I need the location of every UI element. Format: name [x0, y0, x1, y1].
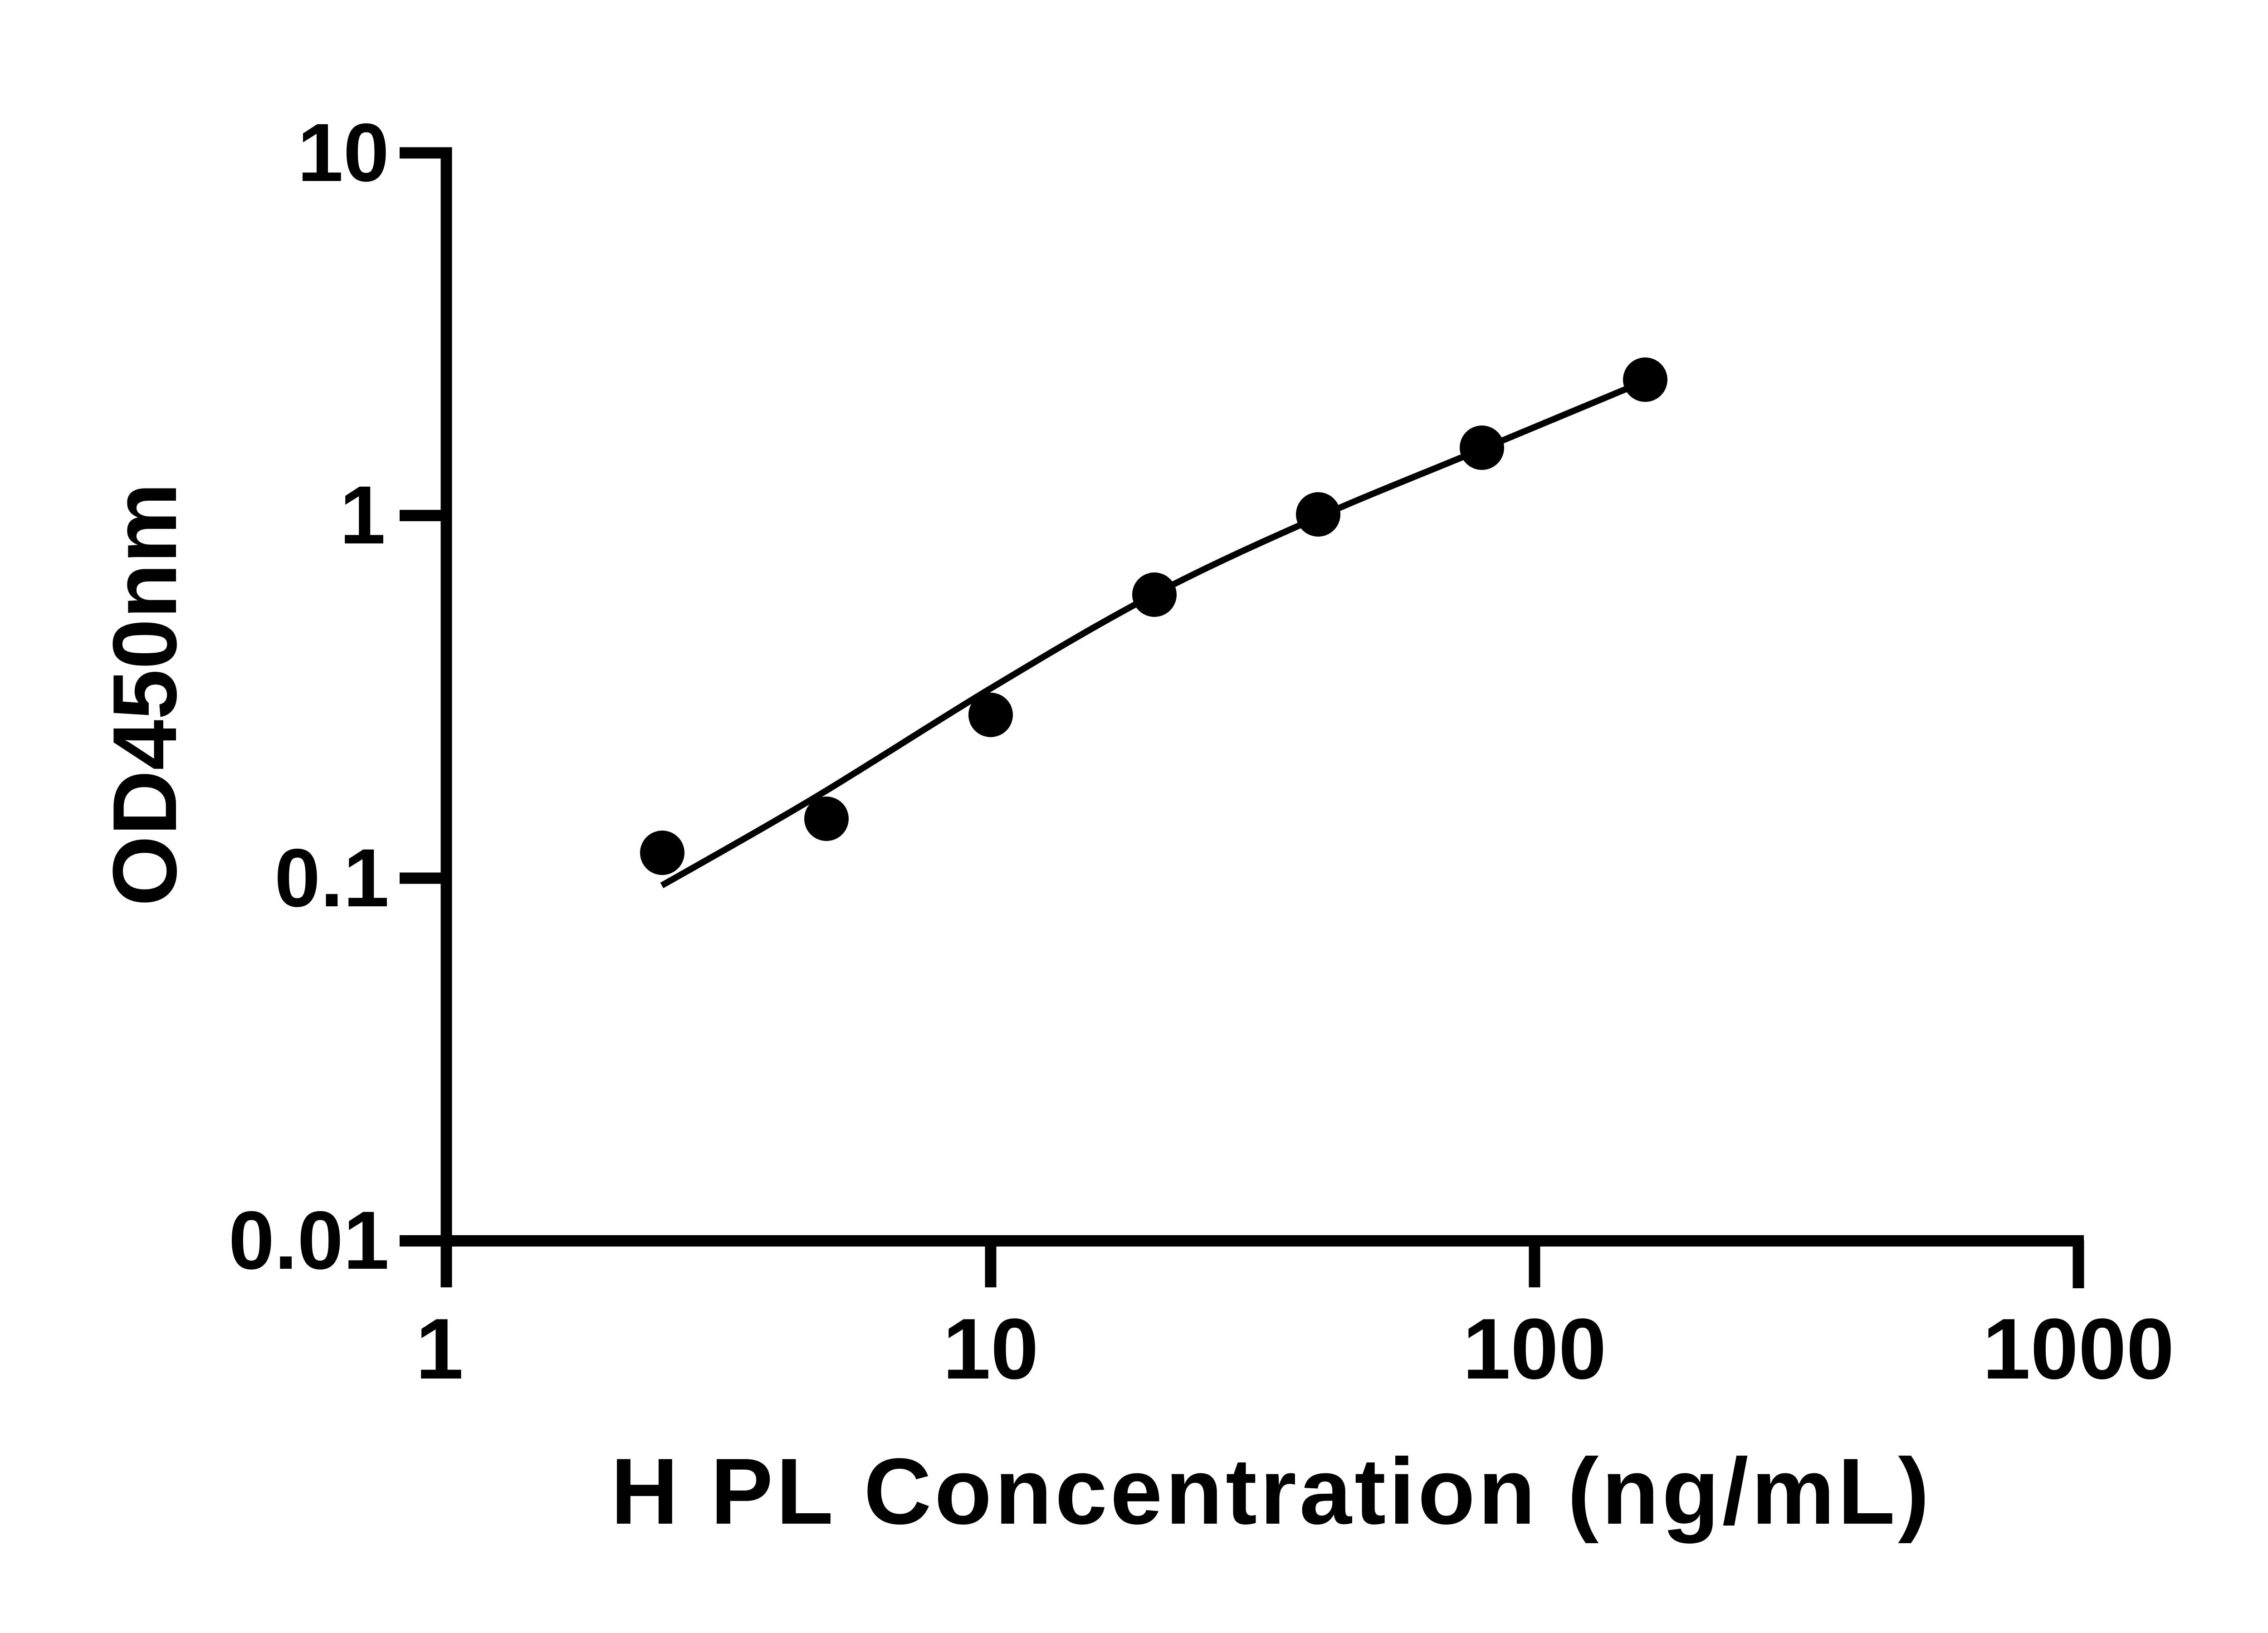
svg-text:OD450nm: OD450nm: [94, 483, 196, 906]
svg-text:10: 10: [943, 1301, 1038, 1397]
svg-text:1: 1: [340, 469, 386, 561]
svg-text:100: 100: [1462, 1301, 1606, 1397]
svg-text:1000: 1000: [1983, 1301, 2175, 1397]
svg-text:H PL Concentration (ng/mL): H PL Concentration (ng/mL): [611, 1439, 1932, 1544]
svg-text:10: 10: [298, 106, 389, 199]
svg-text:0.01: 0.01: [229, 1194, 389, 1286]
svg-text:0.1: 0.1: [274, 831, 389, 924]
svg-text:1: 1: [415, 1301, 464, 1397]
